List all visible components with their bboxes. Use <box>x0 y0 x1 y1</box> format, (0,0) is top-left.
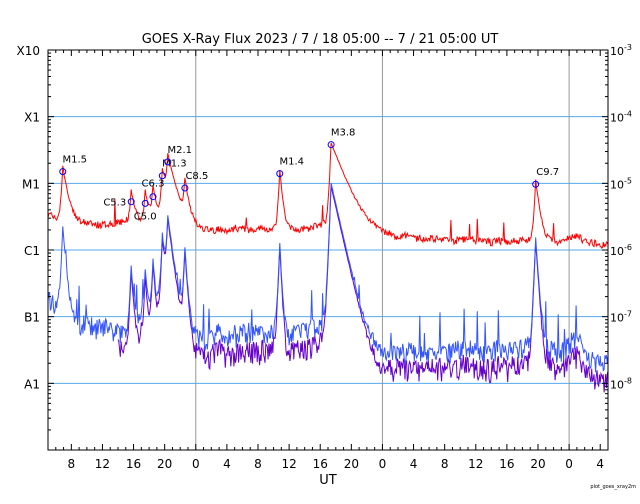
flare-label-m3-8: M3.8 <box>331 128 356 139</box>
flare-label-c8-5: C8.5 <box>185 171 208 182</box>
left-axis-label-m1: M1 <box>22 177 40 191</box>
x-tick-label: 12 <box>468 457 483 471</box>
right-axis-label: 10-7 <box>610 310 632 325</box>
flare-label-m2-1: M2.1 <box>168 145 193 156</box>
right-axis-label: 10-8 <box>610 376 632 391</box>
flare-label-c9-7: C9.7 <box>536 167 559 178</box>
flare-marker-c9-7 <box>532 180 540 188</box>
x-tick-label: 0 <box>379 457 387 471</box>
x-tick-label: 0 <box>565 457 573 471</box>
left-axis-label-x1: X1 <box>24 111 40 125</box>
x-tick-label: 4 <box>410 457 418 471</box>
series-line-long <box>47 142 609 249</box>
flare-marker-m1-4 <box>276 170 284 178</box>
flare-marker-c8-5 <box>181 184 189 192</box>
flare-marker-m3-8 <box>327 141 335 149</box>
flare-label-m1-5: M1.5 <box>63 155 88 166</box>
x-tick-label: 12 <box>281 457 296 471</box>
left-axis-label-c1: C1 <box>24 244 40 258</box>
x-tick-label: 20 <box>530 457 545 471</box>
right-axis-label: 10-6 <box>610 243 632 258</box>
x-tick-label: 8 <box>441 457 449 471</box>
series-line-short <box>47 182 609 373</box>
flare-marker-m1-5 <box>59 168 67 176</box>
flare-marker-c5-3 <box>127 198 135 206</box>
x-tick-label: 4 <box>223 457 231 471</box>
x-tick-label: 8 <box>68 457 76 471</box>
x-tick-label: 20 <box>344 457 359 471</box>
right-axis-label: 10-5 <box>610 176 632 191</box>
flare-marker-c6-3 <box>149 193 157 201</box>
footer-label: plot_goes_xray2m <box>590 484 636 490</box>
x-tick-label: 20 <box>157 457 172 471</box>
x-tick-label: 16 <box>313 457 328 471</box>
flare-label-m1-4: M1.4 <box>280 157 305 168</box>
x-tick-label: 12 <box>95 457 110 471</box>
chart-title: GOES X-Ray Flux 2023 / 7 / 18 05:00 -- 7… <box>142 32 499 47</box>
right-axis-label: 10-4 <box>610 110 632 125</box>
left-axis-label-b1: B1 <box>24 311 40 325</box>
x-tick-label: 8 <box>254 457 262 471</box>
x-tick-label: 4 <box>596 457 604 471</box>
flare-label-m1-3: M1.3 <box>162 159 187 170</box>
x-tick-label: 16 <box>499 457 514 471</box>
x-axis-label: UT <box>319 473 337 488</box>
flare-marker-m1-3 <box>158 172 166 180</box>
flare-label-c5-3: C5.3 <box>103 198 126 209</box>
flare-marker-c5-0 <box>141 199 149 207</box>
series-line-short-secondary <box>117 186 609 393</box>
flare-label-c5-0: C5.0 <box>134 211 157 222</box>
x-tick-label: 16 <box>126 457 141 471</box>
left-axis-label-x10: X10 <box>17 44 41 58</box>
flare-marker-m2-1 <box>164 158 172 166</box>
left-axis-label-a1: A1 <box>24 377 40 391</box>
flare-label-c6-3: C6.3 <box>142 179 165 190</box>
right-axis-label: 10-3 <box>610 43 632 58</box>
x-tick-label: 0 <box>192 457 200 471</box>
